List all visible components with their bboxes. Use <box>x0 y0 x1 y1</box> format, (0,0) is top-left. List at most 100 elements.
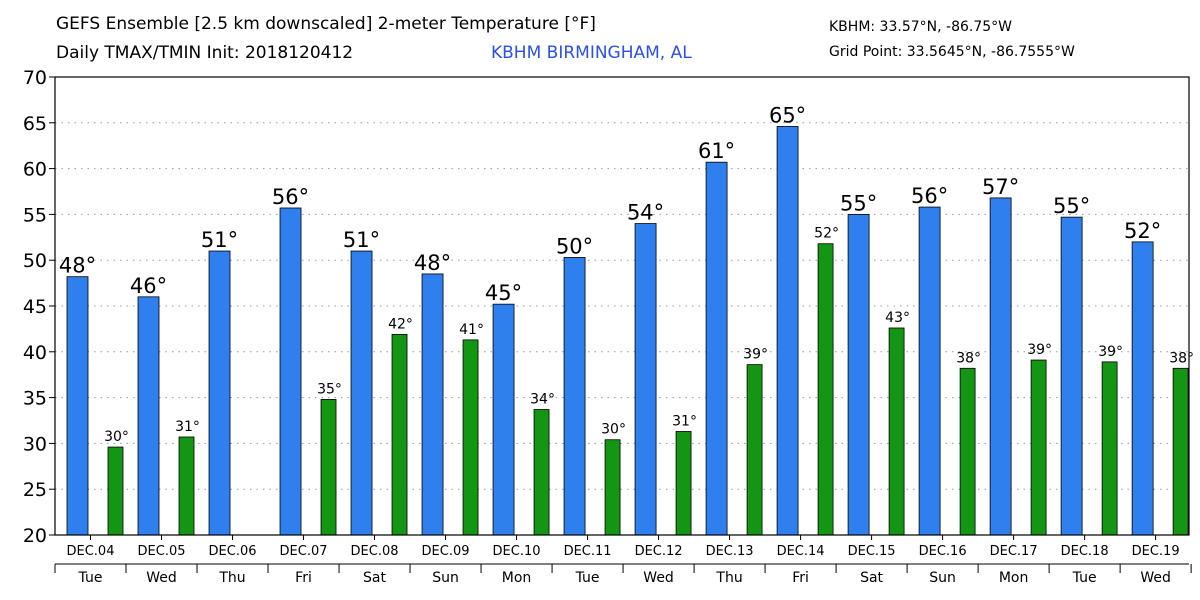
tmin-value-label: 35° <box>317 381 342 397</box>
tmin-value-label: 39° <box>1027 342 1052 358</box>
weekday-label: Sat <box>363 570 386 586</box>
date-label: DEC.18 <box>1061 544 1109 559</box>
tmax-value-label: 45° <box>485 281 522 305</box>
date-label: DEC.05 <box>138 544 186 559</box>
tmin-value-label: 41° <box>459 322 484 338</box>
tmin-bar <box>675 431 692 536</box>
tmax-bar <box>918 206 941 536</box>
date-label: DEC.17 <box>990 544 1038 559</box>
tmax-bar <box>776 126 799 536</box>
tmin-value-label: 38° <box>956 350 981 366</box>
tmax-value-label: 48° <box>59 254 96 278</box>
tmax-value-label: 56° <box>272 185 309 209</box>
tmax-bar <box>492 303 515 536</box>
tmin-value-label: 31° <box>672 413 697 429</box>
date-label: DEC.11 <box>564 544 612 559</box>
y-tick-label: 65 <box>23 113 47 135</box>
tmax-value-label: 51° <box>201 228 238 252</box>
tmax-value-label: 61° <box>698 139 735 163</box>
tmin-bar <box>746 364 763 536</box>
weekday-label: Tue <box>1072 570 1097 586</box>
weekday-label: Wed <box>1140 570 1171 586</box>
grid-point-coordinates: Grid Point: 33.5645°N, -86.7555°W <box>829 44 1075 60</box>
tmax-bar <box>279 207 302 536</box>
y-tick-label: 70 <box>23 67 47 89</box>
tmin-value-label: 52° <box>814 226 839 242</box>
y-tick-label: 55 <box>23 204 47 226</box>
date-label: DEC.19 <box>1132 544 1180 559</box>
tmin-value-label: 31° <box>175 419 200 435</box>
y-tick-label: 45 <box>23 296 47 318</box>
weekday-label: Wed <box>643 570 674 586</box>
weekday-label: Tue <box>575 570 600 586</box>
date-label: DEC.15 <box>848 544 896 559</box>
tmin-bar <box>604 439 621 536</box>
tmax-bar <box>1131 241 1154 536</box>
weekday-label: Thu <box>715 570 742 586</box>
weekday-label: Mon <box>999 570 1029 586</box>
tmax-bar <box>66 276 89 536</box>
tmax-value-label: 48° <box>414 251 451 275</box>
tmin-bar <box>462 339 479 536</box>
weekday-label: Fri <box>792 570 809 586</box>
tmin-bar <box>178 436 195 536</box>
tmin-bar <box>533 409 550 536</box>
weekday-label: Sun <box>929 570 956 586</box>
y-tick-label: 50 <box>23 250 47 272</box>
weekday-label: Sat <box>860 570 883 586</box>
date-label: DEC.08 <box>351 544 399 559</box>
tmin-value-label: 39° <box>743 347 768 363</box>
weekday-label: Thu <box>218 570 245 586</box>
weekday-label: Tue <box>78 570 103 586</box>
tmin-value-label: 43° <box>885 310 910 326</box>
tmax-bar <box>208 250 231 536</box>
tmax-value-label: 54° <box>627 201 664 225</box>
tmax-bar <box>634 223 657 536</box>
weekday-label: Sun <box>432 570 459 586</box>
tmax-bar <box>137 296 160 536</box>
date-label: DEC.07 <box>280 544 328 559</box>
init-time-label: Daily TMAX/TMIN Init: 2018120412 <box>56 43 354 63</box>
y-tick-label: 30 <box>23 433 47 455</box>
tmax-value-label: 46° <box>130 274 167 298</box>
tmax-value-label: 55° <box>840 191 877 215</box>
y-tick-label: 25 <box>23 479 47 501</box>
weekday-label: Mon <box>502 570 532 586</box>
date-label: DEC.14 <box>777 544 825 559</box>
tmin-bar <box>107 446 124 536</box>
tmin-bar <box>959 367 976 536</box>
tmax-value-label: 51° <box>343 228 380 252</box>
weekday-label: Wed <box>146 570 177 586</box>
tmin-bar <box>1101 361 1118 536</box>
tmax-value-label: 52° <box>1124 219 1161 243</box>
tmax-value-label: 50° <box>556 234 593 258</box>
tmax-bar <box>989 197 1012 536</box>
tmax-value-label: 57° <box>982 175 1019 199</box>
tmin-value-label: 38° <box>1169 350 1194 366</box>
station-coordinates: KBHM: 33.57°N, -86.75°W <box>829 19 1012 35</box>
chart-title: GEFS Ensemble [2.5 km downscaled] 2-mete… <box>56 14 596 34</box>
date-label: DEC.04 <box>67 544 115 559</box>
tmin-bar <box>391 333 408 536</box>
y-tick-label: 60 <box>23 159 47 181</box>
tmax-bar <box>350 250 373 536</box>
tmin-value-label: 30° <box>601 422 626 438</box>
tmax-bar <box>563 257 586 536</box>
tmax-bar <box>847 213 870 536</box>
tmin-bar <box>320 399 337 536</box>
y-tick-label: 20 <box>23 525 47 547</box>
tmin-value-label: 34° <box>530 392 555 408</box>
tmin-value-label: 42° <box>388 316 413 332</box>
plot-frame <box>54 76 1190 536</box>
tmax-value-label: 65° <box>769 103 806 127</box>
y-tick-label: 40 <box>23 342 47 364</box>
location-label: KBHM BIRMINGHAM, AL <box>491 43 692 63</box>
tmax-bar <box>421 273 444 536</box>
tmax-bar <box>1060 216 1083 536</box>
date-label: DEC.09 <box>422 544 470 559</box>
tmax-bar <box>705 161 728 536</box>
date-label: DEC.06 <box>209 544 257 559</box>
date-label: DEC.16 <box>919 544 967 559</box>
tmax-value-label: 56° <box>911 184 948 208</box>
